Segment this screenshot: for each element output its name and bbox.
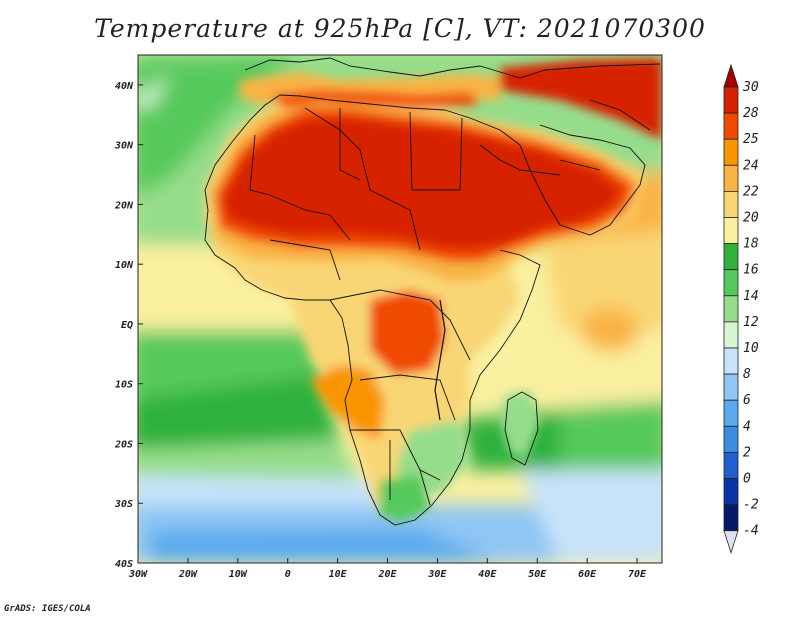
colorbar-label: 24: [743, 158, 759, 173]
lon-tick-label: 10E: [329, 569, 348, 580]
lat-axis: 40N 30N 20N 10N EQ 10S 20S 30S 40S: [114, 81, 143, 570]
colorbar-label: 16: [743, 263, 759, 278]
lon-tick-label: 50E: [528, 569, 547, 580]
lon-tick-label: 0: [285, 569, 291, 580]
lon-tick-label: 20E: [377, 569, 397, 580]
lat-tick-label: 30N: [114, 141, 134, 152]
colorbar-label: 12: [743, 315, 759, 330]
colorbar-label: 22: [743, 184, 759, 199]
colorbar-segment: [723, 190, 739, 218]
colorbar-label: -4: [743, 524, 759, 539]
lon-tick-label: 10W: [229, 569, 248, 580]
lon-tick-label: 60E: [578, 569, 597, 580]
credit-label: GrADS: IGES/COLA: [4, 604, 91, 614]
colorbar-label: 14: [743, 289, 759, 304]
colorbar-label: 25: [743, 132, 759, 147]
colorbar-label: 30: [742, 80, 759, 95]
lat-tick-label: 40N: [115, 81, 134, 92]
colorbar-label: 0: [743, 472, 751, 487]
colorbar-segment: [723, 347, 739, 375]
lat-tick-label: 10N: [115, 260, 134, 271]
lat-tick-label: 40S: [115, 559, 133, 570]
colorbar-segment: [723, 399, 739, 427]
colorbar-label: 20: [743, 211, 759, 226]
colorbar-label: 2: [743, 445, 751, 460]
colorbar-label: 10: [743, 341, 759, 356]
colorbar-label: 6: [743, 393, 751, 408]
lat-tick-label: 10S: [115, 380, 133, 391]
lon-tick-label: 20W: [178, 569, 198, 580]
colorbar-segment: [723, 138, 739, 166]
colorbar-segment: [723, 295, 739, 323]
coastline: [204, 57, 661, 526]
lon-tick-label: 30W: [128, 569, 148, 580]
colorbar-segment: [723, 504, 739, 532]
colorbar-label: 8: [743, 367, 751, 382]
colorbar-bottom-arrow: [723, 530, 739, 555]
colorbar-segment: [723, 86, 739, 114]
lon-tick-label: 40E: [478, 569, 497, 580]
colorbar-top-arrow: [723, 63, 739, 88]
colorbar-segment: [723, 425, 739, 453]
colorbar-label: 18: [743, 237, 759, 252]
colorbar-segment: [723, 373, 739, 401]
colorbar-segment: [723, 164, 739, 192]
lon-tick-label: 30E: [427, 569, 447, 580]
lon-axis: 30W 20W 10W 0 10E 20E 30E 40E 50E 60E 70E: [128, 558, 647, 580]
colorbar-segment: [723, 321, 739, 349]
colorbar-segment: [723, 217, 739, 245]
plot-frame: [137, 54, 663, 564]
colorbar-segment: [723, 269, 739, 297]
colorbar-segment: [723, 112, 739, 140]
lat-tick-label: 30S: [114, 499, 133, 510]
map-title: Temperature at 925hPa [C], VT: 202107030…: [94, 14, 706, 43]
colorbar-label: 28: [743, 106, 759, 121]
colorbar-label: 4: [743, 419, 751, 434]
colorbar-segment: [723, 478, 739, 506]
lat-tick-label: 20S: [114, 439, 133, 450]
map-panel: [138, 55, 662, 563]
colorbar-segment: [723, 243, 739, 271]
colorbar-segment: [723, 451, 739, 479]
lat-tick-label: 20N: [114, 200, 134, 211]
colorbar-label: -2: [743, 498, 759, 513]
lon-tick-label: 70E: [628, 569, 647, 580]
lat-tick-label: EQ: [121, 320, 133, 331]
